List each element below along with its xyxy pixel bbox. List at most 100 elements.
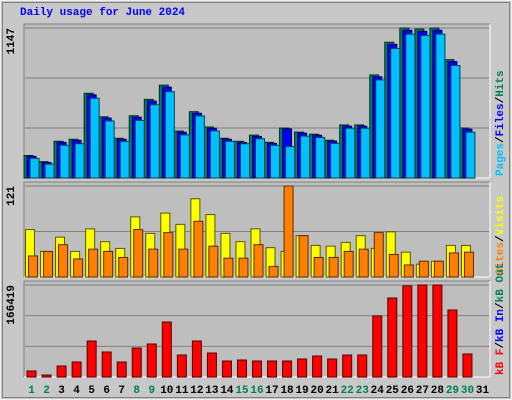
y-tick-label: 1147 — [6, 28, 18, 54]
x-tick-label: 3 — [58, 385, 65, 397]
legend-separator: / — [495, 96, 507, 103]
bar — [342, 354, 353, 378]
bar — [149, 104, 160, 179]
x-tick-label: 30 — [461, 385, 474, 397]
bar — [131, 347, 142, 378]
bar — [56, 365, 67, 378]
bar — [255, 138, 265, 179]
bar — [387, 297, 398, 378]
bar — [447, 309, 458, 378]
bar — [298, 235, 309, 278]
x-tick-label: 12 — [190, 385, 203, 397]
legend-entry: Hits — [495, 70, 507, 96]
x-tick-label: 2 — [43, 385, 50, 397]
bar — [327, 358, 338, 378]
bar — [282, 360, 293, 378]
bar — [88, 248, 99, 278]
bar — [191, 340, 202, 378]
bar — [116, 361, 127, 378]
bar — [146, 343, 157, 378]
bar — [300, 135, 311, 179]
x-tick-label: 19 — [295, 385, 308, 397]
bar — [390, 48, 401, 179]
legend-entry: Visits — [495, 196, 507, 236]
bar — [462, 353, 473, 378]
bar — [161, 321, 172, 378]
bar — [223, 257, 234, 278]
bar — [343, 250, 354, 278]
bar — [432, 284, 443, 378]
legend: Sites/Visits — [495, 196, 507, 275]
bar — [315, 136, 326, 179]
bar — [238, 257, 249, 278]
bar — [312, 355, 323, 378]
bar — [74, 143, 85, 179]
bar — [194, 115, 205, 179]
bar — [450, 65, 461, 179]
x-tick-label: 29 — [446, 385, 459, 397]
bar — [372, 315, 383, 378]
x-tick-label: 8 — [133, 385, 140, 397]
legend-separator: / — [495, 136, 507, 143]
x-tick-label: 5 — [88, 385, 95, 397]
bar — [134, 119, 145, 179]
bar — [148, 248, 159, 278]
bar — [463, 251, 474, 278]
bar — [58, 244, 69, 278]
bar — [465, 131, 476, 179]
bar — [418, 260, 429, 278]
bar — [164, 91, 175, 179]
x-tick-label: 1 — [28, 385, 35, 397]
y-tick-label: 166419 — [6, 285, 18, 325]
x-tick-label: 6 — [103, 385, 110, 397]
bar — [86, 340, 97, 378]
bar — [360, 127, 371, 179]
x-tick-label: 26 — [401, 385, 414, 397]
bar — [373, 232, 384, 278]
x-tick-label: 15 — [235, 385, 249, 397]
x-tick-label: 14 — [220, 385, 234, 397]
legend: Pages/Files/Hits — [495, 70, 507, 176]
bar — [252, 360, 262, 378]
bar — [118, 256, 129, 278]
bar — [29, 157, 40, 179]
bar — [209, 130, 220, 179]
legend-entry: kB F — [495, 349, 507, 375]
bar — [71, 361, 82, 378]
legend-entry: Pages — [495, 143, 507, 176]
y-tick-label: 121 — [6, 186, 18, 206]
bar — [328, 256, 339, 278]
x-tick-label: 10 — [160, 385, 173, 397]
x-tick-label: 27 — [416, 385, 429, 397]
bar — [420, 34, 431, 179]
bar — [239, 143, 250, 179]
bar — [283, 185, 294, 278]
x-tick-label: 21 — [326, 385, 340, 397]
bar — [345, 127, 356, 179]
bar — [206, 352, 217, 378]
bar — [448, 252, 459, 278]
legend-entry: kB In — [495, 309, 507, 342]
bar — [405, 33, 416, 179]
legend: kB F/kB In/kB Out — [495, 263, 507, 375]
bar — [73, 258, 84, 278]
bar — [330, 142, 341, 179]
bar — [268, 265, 279, 278]
bar — [285, 146, 296, 179]
x-tick-label: 22 — [341, 385, 354, 397]
bar — [89, 97, 100, 179]
x-tick-label: 7 — [118, 385, 125, 397]
bar — [417, 284, 428, 378]
x-tick-label: 28 — [431, 385, 445, 397]
bar — [357, 354, 368, 378]
bar — [101, 351, 112, 378]
bar — [103, 250, 114, 278]
bar — [253, 244, 264, 278]
bar — [178, 248, 189, 278]
bar — [435, 33, 446, 179]
bar — [119, 140, 130, 179]
bar — [104, 120, 115, 179]
x-tick-label: 11 — [175, 385, 189, 397]
